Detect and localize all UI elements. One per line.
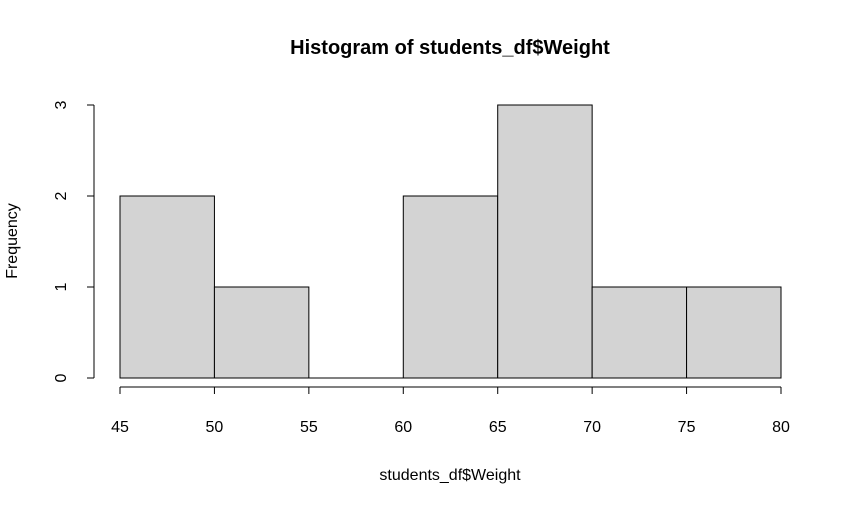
chart-title: Histogram of students_df$Weight [290,37,610,59]
x-tick-label-70: 70 [583,419,601,436]
histogram-bar-70-75 [591,286,688,379]
x-tick-label-55: 55 [300,419,318,436]
x-tick-label-80: 80 [772,419,790,436]
histogram-bar-60-65 [402,195,499,379]
histogram-bar-75-80 [686,286,782,379]
x-axis-label: students_df$Weight [379,467,521,484]
histogram-bar-50-55 [213,286,310,379]
bars-group [119,104,782,379]
x-tick-label-60: 60 [394,419,412,436]
x-axis: 45 50 55 60 65 70 75 80 [111,386,790,436]
histogram-bar-45-50 [119,195,215,379]
x-tick-label-65: 65 [489,419,507,436]
histogram-bar-65-70 [497,104,593,379]
y-tick-label-2: 2 [53,191,70,200]
y-tick-label-3: 3 [53,100,70,109]
y-tick-label-0: 0 [53,373,70,382]
x-tick-label-45: 45 [111,419,129,436]
x-tick-label-50: 50 [206,419,224,436]
y-axis-label: Frequency [4,203,21,279]
y-axis: 0 1 2 3 [53,100,95,382]
x-tick-label-75: 75 [678,419,696,436]
y-tick-label-1: 1 [53,282,70,291]
